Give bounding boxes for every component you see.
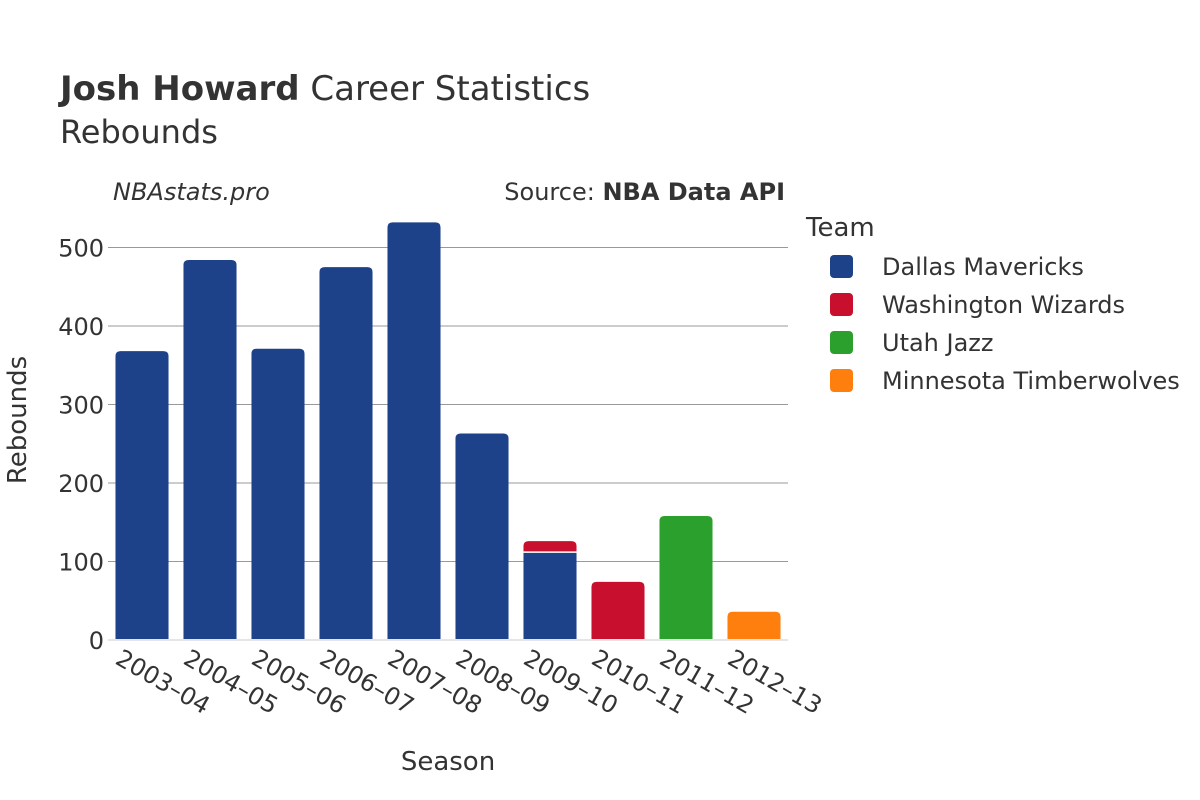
bar-dallas-mavericks-2005–06 bbox=[251, 348, 305, 640]
title-player: Josh Howard bbox=[58, 69, 300, 109]
y-tick-0: 0 bbox=[89, 627, 104, 655]
chart-title: Josh Howard Career Statistics bbox=[58, 69, 590, 109]
y-tick-labels: 0 100 200 300 400 500 bbox=[58, 235, 104, 656]
legend-item-utah-jazz[interactable]: Utah Jazz bbox=[830, 329, 994, 357]
bar-dallas-mavericks-2004–05 bbox=[183, 260, 237, 640]
legend-swatch-minnesota-timberwolves bbox=[830, 369, 853, 392]
bar-washington-wizards-2009–10 bbox=[523, 541, 577, 553]
legend-swatch-washington-wizards bbox=[830, 293, 853, 316]
source-prefix: Source: bbox=[504, 178, 602, 206]
legend-label-washington-wizards: Washington Wizards bbox=[882, 291, 1125, 319]
legend-item-washington-wizards[interactable]: Washington Wizards bbox=[830, 291, 1125, 319]
y-tick-300: 300 bbox=[58, 392, 104, 420]
y-axis-label: Rebounds bbox=[3, 356, 33, 484]
bar-dallas-mavericks-2008–09 bbox=[455, 433, 509, 640]
legend-label-minnesota-timberwolves: Minnesota Timberwolves bbox=[882, 367, 1180, 395]
legend: Dallas Mavericks Washington Wizards Utah J… bbox=[830, 253, 1180, 395]
bar-dallas-mavericks-2003–04 bbox=[115, 351, 169, 640]
bar-dallas-mavericks-2009–10 bbox=[523, 552, 577, 640]
legend-swatch-dallas-mavericks bbox=[830, 255, 853, 278]
legend-item-minnesota-timberwolves[interactable]: Minnesota Timberwolves bbox=[830, 367, 1180, 395]
y-tick-400: 400 bbox=[58, 313, 104, 341]
bar-minnesota-timberwolves-2012–13 bbox=[727, 611, 781, 640]
y-tick-500: 500 bbox=[58, 235, 104, 263]
source-name: NBA Data API bbox=[602, 178, 785, 206]
bar-washington-wizards-2010–11 bbox=[591, 581, 645, 640]
x-axis-label: Season bbox=[401, 747, 495, 777]
legend-item-dallas-mavericks[interactable]: Dallas Mavericks bbox=[830, 253, 1084, 281]
bars bbox=[115, 222, 781, 640]
source-credit: Source: NBA Data API bbox=[504, 178, 785, 206]
legend-swatch-utah-jazz bbox=[830, 331, 853, 354]
bar-dallas-mavericks-2006–07 bbox=[319, 267, 373, 640]
y-tick-200: 200 bbox=[58, 470, 104, 498]
bar-dallas-mavericks-2007–08 bbox=[387, 222, 441, 640]
chart-subtitle: Rebounds bbox=[60, 113, 218, 151]
legend-label-dallas-mavericks: Dallas Mavericks bbox=[882, 253, 1084, 281]
title-rest: Career Statistics bbox=[310, 69, 590, 109]
watermark: NBAstats.pro bbox=[113, 178, 270, 206]
legend-title: Team bbox=[805, 213, 875, 243]
bar-utah-jazz-2011–12 bbox=[659, 515, 713, 640]
legend-label-utah-jazz: Utah Jazz bbox=[882, 329, 994, 357]
x-tick-labels: 2003–042004–052005–062006–072007–082008–… bbox=[111, 644, 827, 720]
y-tick-100: 100 bbox=[58, 549, 104, 577]
